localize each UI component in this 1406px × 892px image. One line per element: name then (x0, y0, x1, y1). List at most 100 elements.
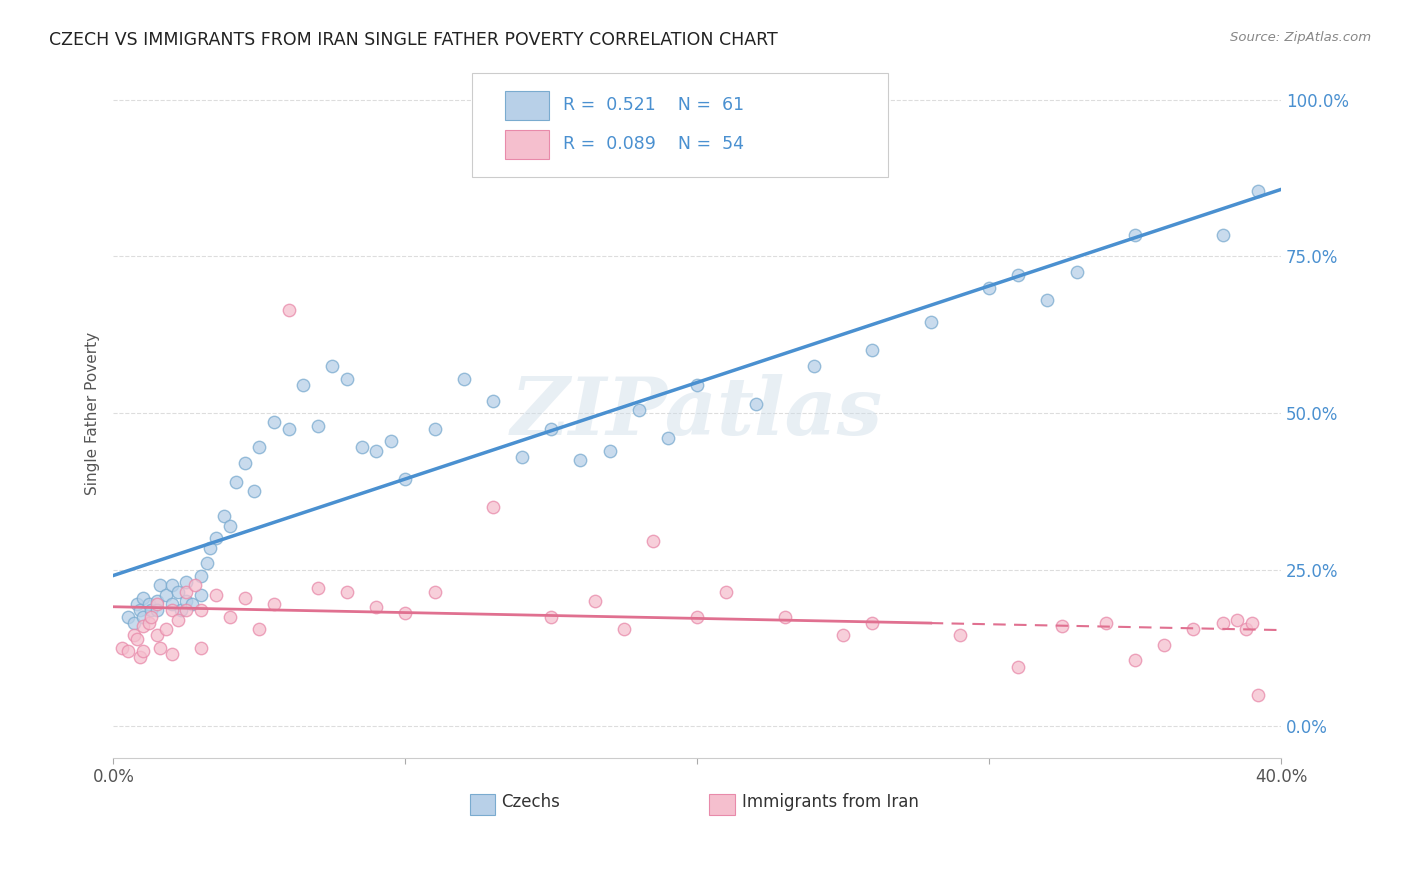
Point (111, 640, 134, 655)
Point (336, 584, 359, 599)
Point (686, 609, 709, 624)
FancyBboxPatch shape (505, 91, 548, 120)
Point (125, 632, 148, 646)
Point (599, 443, 621, 458)
Point (160, 647, 183, 661)
Point (613, 622, 636, 636)
Point (242, 484, 264, 499)
Point (195, 557, 218, 571)
Point (744, 397, 766, 411)
Point (225, 475, 247, 489)
Point (169, 603, 191, 617)
Point (920, 315, 942, 329)
Point (138, 597, 160, 611)
Point (1036, 293, 1059, 308)
Point (366, 600, 388, 615)
Text: R =  0.089    N =  54: R = 0.089 N = 54 (562, 136, 744, 153)
Point (190, 640, 212, 655)
Point (292, 377, 315, 392)
Point (131, 609, 153, 624)
FancyBboxPatch shape (505, 130, 548, 159)
Point (1123, 653, 1146, 667)
Point (149, 640, 172, 655)
Point (540, 422, 562, 436)
Point (138, 615, 160, 630)
Point (176, 603, 198, 617)
Point (155, 588, 177, 602)
FancyBboxPatch shape (472, 73, 887, 178)
Point (321, 359, 343, 373)
Point (184, 578, 207, 592)
Point (1066, 265, 1088, 279)
Point (160, 603, 183, 617)
Point (204, 588, 226, 602)
Text: R =  0.521    N =  61: R = 0.521 N = 61 (562, 96, 744, 114)
Text: Immigrants from Iran: Immigrants from Iran (741, 793, 918, 812)
Text: Czechs: Czechs (501, 793, 560, 812)
Point (214, 509, 236, 524)
Point (657, 431, 679, 445)
Point (131, 619, 153, 633)
Point (155, 622, 177, 636)
Point (176, 584, 198, 599)
Point (307, 418, 329, 433)
Point (643, 534, 665, 549)
Point (1182, 622, 1205, 636)
Point (1212, 615, 1234, 630)
Point (307, 582, 329, 596)
Point (131, 644, 153, 658)
Point (219, 518, 242, 533)
Point (233, 591, 256, 605)
Point (117, 644, 139, 658)
Point (263, 597, 285, 611)
Point (1153, 638, 1175, 652)
Point (773, 609, 796, 624)
FancyBboxPatch shape (709, 794, 734, 814)
Point (569, 453, 592, 467)
Point (336, 371, 359, 385)
Point (190, 588, 212, 602)
Point (146, 597, 169, 611)
Point (803, 359, 825, 373)
Point (510, 450, 533, 464)
Point (1007, 268, 1029, 283)
Point (176, 575, 198, 590)
Point (146, 628, 169, 642)
Point (146, 603, 169, 617)
Y-axis label: Single Father Poverty: Single Father Poverty (86, 332, 100, 494)
Point (125, 597, 148, 611)
Point (249, 441, 271, 455)
Point (149, 578, 172, 592)
Point (277, 422, 299, 436)
Point (219, 609, 242, 624)
Point (190, 603, 212, 617)
Point (1246, 184, 1268, 198)
Point (176, 594, 198, 608)
Point (128, 603, 150, 617)
Point (1212, 227, 1234, 242)
Point (1050, 619, 1073, 633)
Text: Source: ZipAtlas.com: Source: ZipAtlas.com (1230, 31, 1371, 45)
Text: ZIPatlas: ZIPatlas (512, 375, 883, 451)
Point (1246, 688, 1268, 702)
Point (128, 650, 150, 665)
Point (160, 597, 183, 611)
Point (141, 609, 163, 624)
Point (394, 472, 416, 486)
Point (249, 622, 271, 636)
Point (482, 500, 505, 514)
Point (860, 343, 883, 358)
Point (394, 607, 416, 621)
Point (860, 615, 883, 630)
Point (146, 594, 169, 608)
Point (686, 377, 709, 392)
Point (1240, 615, 1263, 630)
Point (277, 302, 299, 317)
Point (233, 456, 256, 470)
Point (122, 615, 145, 630)
Point (1234, 622, 1257, 636)
Point (190, 569, 212, 583)
Point (263, 416, 285, 430)
Point (423, 584, 446, 599)
Point (423, 422, 446, 436)
